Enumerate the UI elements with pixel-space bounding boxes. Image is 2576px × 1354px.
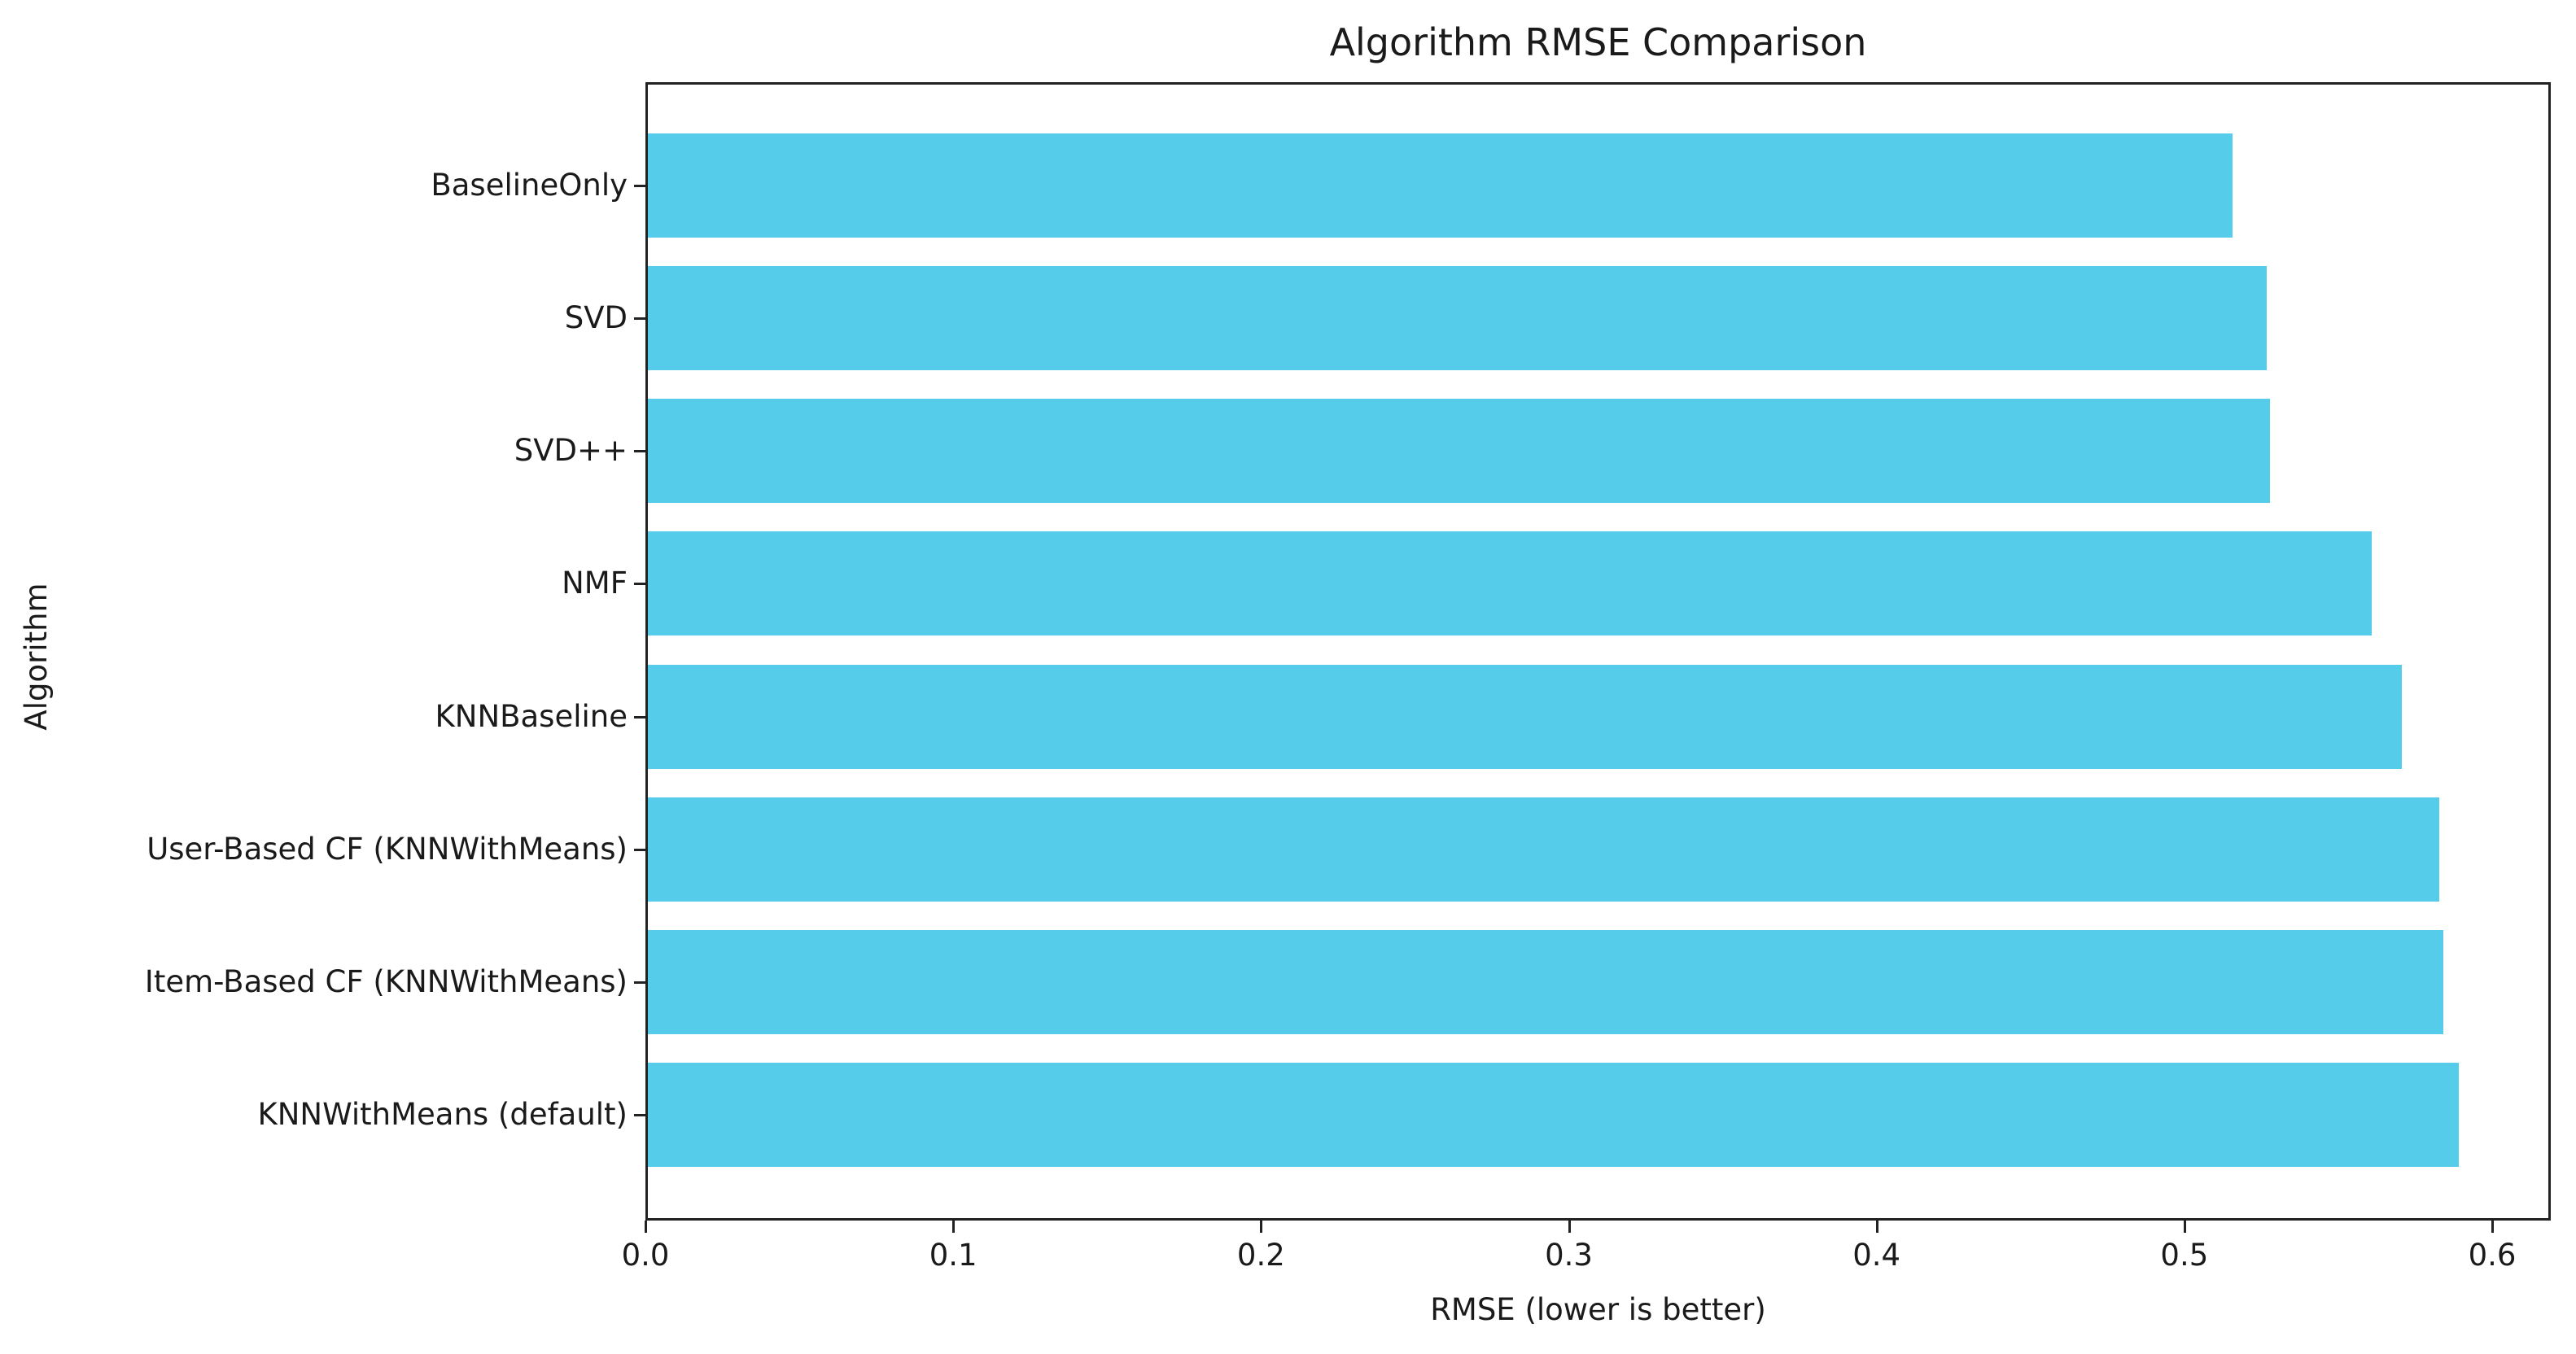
y-axis-label: Algorithm <box>19 583 54 731</box>
bar <box>648 133 2233 238</box>
x-tick-label: 0.2 <box>1236 1238 1285 1273</box>
y-tick <box>634 1114 645 1116</box>
x-tick-label: 0.5 <box>2160 1238 2209 1273</box>
y-tick <box>634 317 645 321</box>
x-tick-label: 0.4 <box>1852 1238 1901 1273</box>
x-tick-label: 0.3 <box>1545 1238 1593 1273</box>
y-tick-label: SVD++ <box>514 433 628 469</box>
x-tick <box>952 1221 956 1233</box>
x-tick <box>1875 1221 1878 1233</box>
bar <box>648 1063 2459 1167</box>
y-tick-label: SVD <box>564 300 628 336</box>
bar <box>648 399 2270 504</box>
y-tick <box>634 583 645 586</box>
bar <box>648 664 2402 769</box>
x-tick <box>2491 1221 2494 1233</box>
bar <box>648 929 2443 1034</box>
y-tick-label: KNNBaseline <box>435 698 628 734</box>
x-tick-label: 0.1 <box>929 1238 977 1273</box>
y-tick <box>634 848 645 851</box>
y-tick-label: BaselineOnly <box>431 168 628 203</box>
bar <box>648 797 2439 902</box>
y-tick-label: NMF <box>562 566 628 601</box>
y-tick-label: Item-Based CF (KNNWithMeans) <box>144 963 628 999</box>
y-tick <box>634 185 645 187</box>
x-axis-label: RMSE (lower is better) <box>1430 1292 1766 1327</box>
bar <box>648 531 2372 636</box>
plot-area <box>634 82 2551 1221</box>
y-tick-label: KNNWithMeans (default) <box>257 1097 628 1132</box>
x-tick <box>645 1221 647 1233</box>
chart-title: Algorithm RMSE Comparison <box>1329 20 1867 64</box>
y-tick <box>634 715 645 718</box>
x-tick <box>2183 1221 2186 1233</box>
bar <box>648 266 2267 371</box>
y-tick-label: User-Based CF (KNNWithMeans) <box>147 831 628 867</box>
x-tick-label: 0.6 <box>2468 1238 2517 1273</box>
x-tick <box>1260 1221 1263 1233</box>
x-tick-label: 0.0 <box>621 1238 670 1273</box>
y-tick <box>634 981 645 984</box>
x-tick <box>1568 1221 1571 1233</box>
y-tick <box>634 450 645 453</box>
